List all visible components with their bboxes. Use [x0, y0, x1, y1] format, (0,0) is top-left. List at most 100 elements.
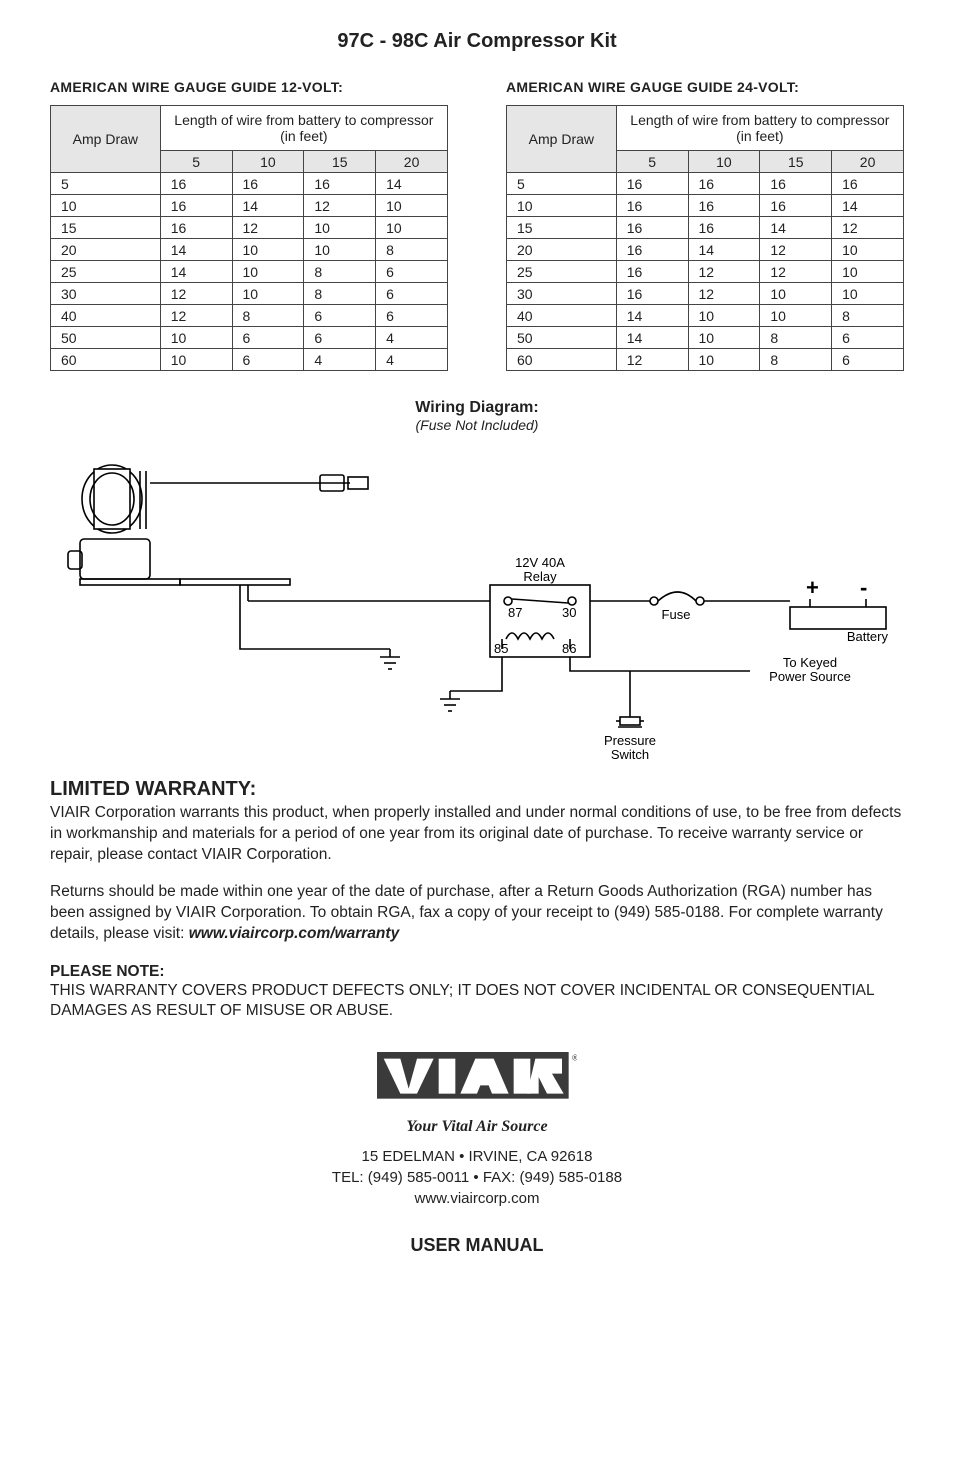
please-note-heading: PLEASE NOTE: — [50, 963, 904, 981]
gauge-cell: 14 — [760, 217, 832, 239]
amp-draw-header: Amp Draw — [507, 106, 617, 173]
gauge-cell: 12 — [160, 305, 232, 327]
len-cell: 10 — [232, 151, 304, 173]
gauge-cell: 12 — [760, 261, 832, 283]
gauge-cell: 10 — [832, 283, 904, 305]
len-cell: 5 — [160, 151, 232, 173]
length-header: Length of wire from battery to compresso… — [616, 106, 903, 151]
table-row: 25141086 — [51, 261, 448, 283]
amp-cell: 15 — [51, 217, 161, 239]
gauge-cell: 14 — [160, 239, 232, 261]
gauge-cell: 10 — [160, 349, 232, 371]
gauge-cell: 6 — [832, 349, 904, 371]
len-cell: 15 — [304, 151, 376, 173]
gauge-cell: 8 — [304, 261, 376, 283]
svg-text:®: ® — [572, 1053, 577, 1063]
gauge-cell: 6 — [304, 327, 376, 349]
please-note-text: THIS WARRANTY COVERS PRODUCT DEFECTS ONL… — [50, 981, 904, 1023]
gauge-cell: 10 — [304, 239, 376, 261]
brand-tagline: Your Vital Air Source — [377, 1118, 577, 1136]
footer: ® Your Vital Air Source 15 EDELMAN • IRV… — [50, 1052, 904, 1255]
gauge-cell: 10 — [832, 239, 904, 261]
gauge-cell: 16 — [160, 173, 232, 195]
amp-cell: 10 — [51, 195, 161, 217]
table-row: 516161614 — [51, 173, 448, 195]
pswitch-label-2: Switch — [611, 747, 649, 759]
gauge-cell: 6 — [232, 327, 304, 349]
gauge-cell: 10 — [304, 217, 376, 239]
gauge-cell: 6 — [304, 305, 376, 327]
table-row: 5010664 — [51, 327, 448, 349]
amp-cell: 25 — [507, 261, 617, 283]
gauge-cell: 14 — [616, 327, 688, 349]
addr-line-2: TEL: (949) 585-0011 • FAX: (949) 585-018… — [50, 1167, 904, 1188]
page-title: 97C - 98C Air Compressor Kit — [50, 30, 904, 53]
gauge-cell: 12 — [688, 283, 760, 305]
amp-cell: 20 — [51, 239, 161, 261]
gauge-cell: 16 — [688, 217, 760, 239]
table-row: 516161616 — [507, 173, 904, 195]
amp-cell: 5 — [51, 173, 161, 195]
gauge-cell: 12 — [616, 349, 688, 371]
table-row: 1016161614 — [507, 195, 904, 217]
warranty-p2a: Returns should be made within one year o… — [50, 883, 883, 942]
gauge-cell: 10 — [688, 327, 760, 349]
len-cell: 15 — [760, 151, 832, 173]
gauge-cell: 6 — [232, 349, 304, 371]
pin30-label: 30 — [562, 605, 576, 620]
amp-cell: 40 — [507, 305, 617, 327]
gauge-cell: 8 — [232, 305, 304, 327]
table-row: 401410108 — [507, 305, 904, 327]
amp-cell: 40 — [51, 305, 161, 327]
gauge-cell: 10 — [760, 305, 832, 327]
amp-cell: 60 — [507, 349, 617, 371]
battery-label: Battery — [847, 629, 889, 644]
table-row: 1016141210 — [51, 195, 448, 217]
gauge-cell: 16 — [688, 173, 760, 195]
gauge-cell: 14 — [376, 173, 448, 195]
gauge-cell: 16 — [232, 173, 304, 195]
table-row: 1516161412 — [507, 217, 904, 239]
warranty-p1: VIAIR Corporation warrants this product,… — [50, 803, 904, 866]
gauge-cell: 16 — [616, 217, 688, 239]
gauge-cell: 16 — [304, 173, 376, 195]
amp-cell: 25 — [51, 261, 161, 283]
table-row: 2516121210 — [507, 261, 904, 283]
addr-line-3: www.viaircorp.com — [50, 1188, 904, 1209]
gauge-cell: 16 — [832, 173, 904, 195]
warranty-heading: LIMITED WARRANTY: — [50, 778, 904, 801]
user-manual-label: USER MANUAL — [50, 1235, 904, 1256]
gauge-cell: 8 — [304, 283, 376, 305]
wiring-title: Wiring Diagram: — [50, 399, 904, 417]
relay-label-top: 12V 40A — [515, 555, 565, 570]
amp-cell: 50 — [51, 327, 161, 349]
gauge-cell: 12 — [688, 261, 760, 283]
gauge-cell: 16 — [688, 195, 760, 217]
awg-12v-body: 5161616141016141210151612101020141010825… — [51, 173, 448, 371]
awg-24v-block: AMERICAN WIRE GAUGE GUIDE 24-VOLT: Amp D… — [506, 79, 904, 371]
gauge-cell: 10 — [760, 283, 832, 305]
relay-label-bot: Relay — [523, 569, 557, 584]
gauge-cell: 14 — [616, 305, 688, 327]
gauge-cell: 8 — [832, 305, 904, 327]
gauge-cell: 10 — [376, 217, 448, 239]
gauge-cell: 10 — [376, 195, 448, 217]
pin87-label: 87 — [508, 605, 522, 620]
warranty-p2: Returns should be made within one year o… — [50, 882, 904, 945]
length-header: Length of wire from battery to compresso… — [160, 106, 447, 151]
gauge-cell: 10 — [232, 283, 304, 305]
footer-address: 15 EDELMAN • IRVINE, CA 92618 TEL: (949)… — [50, 1146, 904, 1209]
gauge-cell: 16 — [616, 283, 688, 305]
amp-draw-header: Amp Draw — [51, 106, 161, 173]
keyed-label-2: Power Source — [769, 669, 851, 684]
awg-24v-body: 5161616161016161614151616141220161412102… — [507, 173, 904, 371]
table-row: 4012866 — [51, 305, 448, 327]
gauge-cell: 14 — [688, 239, 760, 261]
gauge-cell: 8 — [760, 349, 832, 371]
gauge-cell: 16 — [616, 261, 688, 283]
brand-logo: ® Your Vital Air Source — [377, 1052, 577, 1135]
table-row: 30121086 — [51, 283, 448, 305]
awg-24v-heading: AMERICAN WIRE GAUGE GUIDE 24-VOLT: — [506, 79, 904, 95]
amp-cell: 60 — [51, 349, 161, 371]
table-row: 6010644 — [51, 349, 448, 371]
